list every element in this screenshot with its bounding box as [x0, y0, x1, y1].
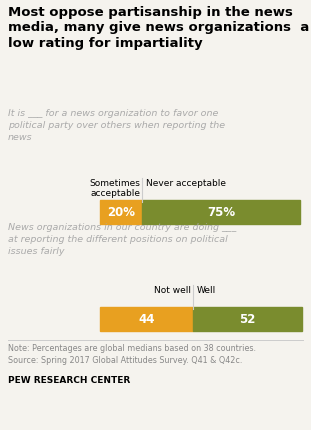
Text: Note: Percentages are global medians based on 38 countries.
Source: Spring 2017 : Note: Percentages are global medians bas… — [8, 343, 256, 364]
Text: PEW RESEARCH CENTER: PEW RESEARCH CENTER — [8, 375, 130, 384]
FancyBboxPatch shape — [142, 200, 300, 224]
FancyBboxPatch shape — [100, 307, 193, 331]
Text: Well: Well — [197, 286, 216, 294]
FancyBboxPatch shape — [193, 307, 302, 331]
Text: 52: 52 — [239, 313, 256, 326]
FancyBboxPatch shape — [100, 200, 142, 224]
Text: Not well: Not well — [154, 286, 191, 294]
Text: News organizations in our country are doing ___
at reporting the different posit: News organizations in our country are do… — [8, 222, 236, 255]
Text: It is ___ for a news organization to favor one
political party over others when : It is ___ for a news organization to fav… — [8, 109, 225, 141]
Text: Never acceptable: Never acceptable — [146, 178, 226, 187]
Text: 20%: 20% — [107, 206, 135, 219]
Text: 44: 44 — [138, 313, 155, 326]
Text: Sometimes
acceptable: Sometimes acceptable — [89, 178, 140, 198]
Text: 75%: 75% — [207, 206, 235, 219]
Text: Most oppose partisanship in the news
media, many give news organizations  a
low : Most oppose partisanship in the news med… — [8, 6, 309, 50]
